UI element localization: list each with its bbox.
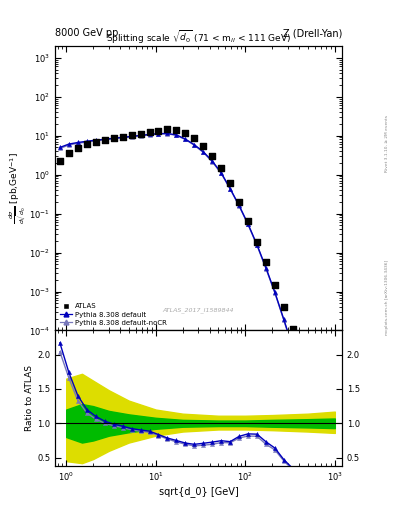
- X-axis label: sqrt{d_0} [GeV]: sqrt{d_0} [GeV]: [159, 486, 238, 497]
- Point: [102, 136, 108, 144]
- Point: [227, 179, 233, 187]
- Point: [75, 144, 81, 152]
- Legend: ATLAS, Pythia 8.308 default, Pythia 8.308 default-noCR: ATLAS, Pythia 8.308 default, Pythia 8.30…: [59, 302, 169, 327]
- Point: [299, 348, 305, 356]
- Point: [93, 138, 99, 146]
- Point: [147, 128, 153, 136]
- Point: [307, 371, 314, 379]
- Point: [84, 140, 90, 148]
- Point: [200, 142, 206, 150]
- Y-axis label: $\frac{d\sigma}{d\sqrt{d_0}}$ [pb,GeV$^{-1}$]: $\frac{d\sigma}{d\sqrt{d_0}}$ [pb,GeV$^{…: [7, 153, 28, 224]
- Point: [66, 150, 72, 158]
- Point: [191, 134, 197, 142]
- Point: [110, 134, 117, 142]
- Text: Rivet 3.1.10, ≥ 2M events: Rivet 3.1.10, ≥ 2M events: [385, 115, 389, 172]
- Text: 8000 GeV pp: 8000 GeV pp: [55, 28, 118, 38]
- Point: [138, 130, 144, 138]
- Point: [281, 303, 287, 311]
- Text: mcplots.cern.ch [arXiv:1306.3436]: mcplots.cern.ch [arXiv:1306.3436]: [385, 260, 389, 334]
- Point: [182, 129, 189, 137]
- Point: [155, 126, 162, 135]
- Point: [209, 152, 215, 160]
- Point: [173, 126, 180, 134]
- Point: [254, 238, 260, 246]
- Point: [129, 131, 135, 139]
- Point: [290, 325, 296, 333]
- Title: Splitting scale $\sqrt{d_0}$ (71 < m$_{ll}$ < 111 GeV): Splitting scale $\sqrt{d_0}$ (71 < m$_{l…: [106, 29, 291, 46]
- Point: [119, 133, 126, 141]
- Text: ATLAS_2017_I1589844: ATLAS_2017_I1589844: [163, 308, 234, 313]
- Point: [164, 125, 171, 134]
- Text: Z (Drell-Yan): Z (Drell-Yan): [283, 28, 342, 38]
- Point: [218, 164, 224, 172]
- Point: [236, 198, 242, 206]
- Y-axis label: Ratio to ATLAS: Ratio to ATLAS: [25, 365, 34, 431]
- Point: [57, 157, 63, 165]
- Point: [325, 419, 332, 427]
- Point: [316, 395, 323, 403]
- Point: [245, 217, 251, 225]
- Point: [263, 258, 269, 266]
- Point: [272, 281, 278, 289]
